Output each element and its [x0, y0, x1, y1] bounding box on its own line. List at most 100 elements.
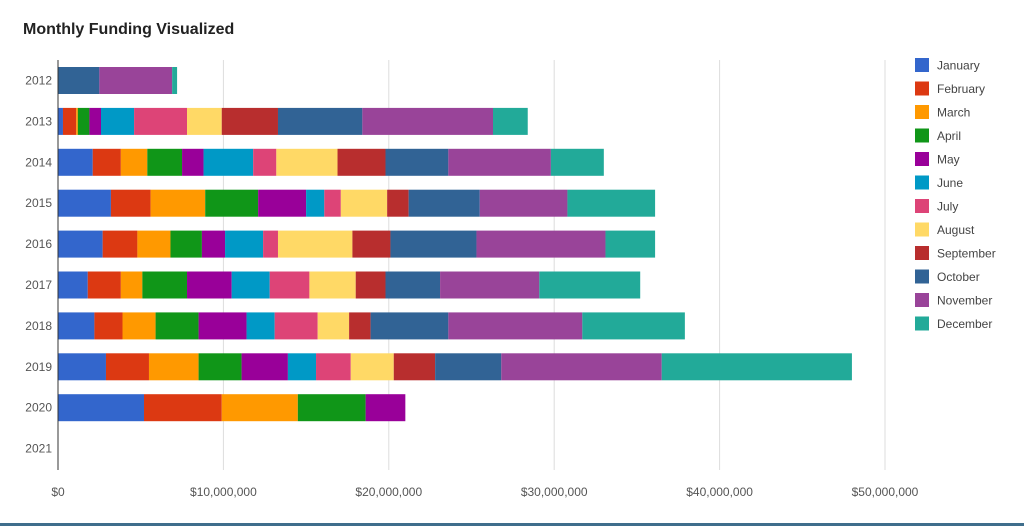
legend-swatch — [915, 222, 929, 237]
bar-segment — [198, 353, 242, 381]
bottom-border — [0, 523, 1024, 526]
y-tick-label: 2018 — [25, 319, 52, 333]
bar-segment — [187, 107, 222, 135]
bar-segment — [134, 107, 188, 135]
bar-segment — [105, 353, 149, 381]
bar-segment — [231, 271, 270, 299]
bar-segment — [316, 353, 351, 381]
bar-segment — [142, 271, 188, 299]
bar-segment — [198, 312, 247, 340]
bar-segment — [349, 312, 371, 340]
legend-label: October — [937, 270, 980, 284]
bar-segment — [269, 271, 310, 299]
bar-segment — [99, 67, 173, 94]
bar-segment — [287, 353, 317, 381]
legend-swatch — [915, 128, 929, 143]
x-tick-label: $10,000,000 — [190, 485, 257, 499]
legend-swatch — [915, 105, 929, 119]
legend-label: April — [937, 129, 961, 143]
bar-segment — [582, 312, 685, 340]
bar-segment — [355, 271, 386, 299]
bar-segment — [448, 312, 583, 340]
y-tick-label: 2012 — [25, 74, 52, 88]
bar-segment — [203, 148, 254, 176]
bar-segment — [337, 148, 386, 176]
bar-segment — [110, 189, 151, 217]
bar-segment — [155, 312, 199, 340]
bar-segment — [102, 230, 138, 258]
bar-segment — [297, 394, 366, 422]
bar-segment — [58, 67, 100, 94]
legend-swatch — [915, 58, 929, 72]
bar-segment — [205, 189, 259, 217]
bar-segment — [58, 312, 95, 340]
bar-segment — [550, 148, 604, 176]
bar-segment — [365, 394, 406, 422]
bar-segment — [182, 148, 204, 176]
bar-segment — [187, 271, 232, 299]
bar-segment — [58, 148, 93, 176]
bars — [58, 67, 852, 422]
legend-label: June — [937, 176, 963, 190]
bar-segment — [350, 353, 394, 381]
bar-segment — [172, 67, 178, 94]
bar-segment — [277, 107, 363, 135]
bar-segment — [101, 107, 135, 135]
bar-segment — [58, 394, 145, 422]
bar-segment — [89, 107, 102, 135]
bar-segment — [567, 189, 656, 217]
legend-label: May — [937, 153, 960, 167]
bar-segment — [309, 271, 356, 299]
bar-segment — [306, 189, 325, 217]
bar-segment — [77, 107, 90, 135]
bar-segment — [352, 230, 391, 258]
bar-segment — [94, 312, 123, 340]
bar-segment — [393, 353, 436, 381]
bar-segment — [246, 312, 275, 340]
bar-segment — [120, 148, 148, 176]
bar-segment — [277, 230, 353, 258]
y-tick-label: 2020 — [25, 401, 52, 415]
bar-segment — [122, 312, 156, 340]
bar-segment — [76, 107, 78, 135]
legend-label: July — [937, 200, 958, 214]
bar-segment — [258, 189, 307, 217]
bar-segment — [370, 312, 449, 340]
legend-label: August — [937, 223, 975, 237]
legend-label: February — [937, 82, 985, 96]
y-tick-labels: 2012 2013 2014 2015 2016 2017 2018 2019 2020 2021 — [25, 74, 52, 456]
x-tick-labels: $0 $10,000,000 $20,000,000 $30,000,000 $40,0… — [51, 485, 918, 499]
legend-swatch — [915, 246, 929, 260]
bar-segment — [390, 230, 477, 258]
bar-segment — [87, 271, 121, 299]
bar-segment — [221, 107, 278, 135]
bar-segment — [661, 353, 852, 381]
bar-segment — [408, 189, 480, 217]
y-tick-label: 2016 — [25, 237, 52, 251]
bar-segment — [362, 107, 494, 135]
bar-segment — [58, 353, 106, 381]
bar-segment — [58, 107, 63, 135]
bar-segment — [340, 189, 388, 217]
legend-swatch — [915, 316, 929, 331]
bar-segment — [493, 107, 528, 135]
x-tick-label: $50,000,000 — [852, 485, 919, 499]
bar-segment — [241, 353, 288, 381]
chart-title: Monthly Funding Visualized — [23, 21, 235, 38]
bar-segment — [201, 230, 226, 258]
bar-segment — [147, 148, 183, 176]
legend-label: January — [937, 59, 980, 73]
bar-segment — [274, 312, 318, 340]
bar-segment — [539, 271, 641, 299]
legend-swatch — [915, 269, 929, 284]
y-tick-label: 2019 — [25, 360, 52, 374]
bar-segment — [120, 271, 143, 299]
bar-segment — [225, 230, 264, 258]
x-tick-label: $30,000,000 — [521, 485, 588, 499]
bar-segment — [62, 107, 77, 135]
legend-label: November — [937, 294, 992, 308]
bar-segment — [387, 189, 409, 217]
legend-swatch — [915, 199, 929, 213]
y-tick-label: 2017 — [25, 278, 52, 292]
